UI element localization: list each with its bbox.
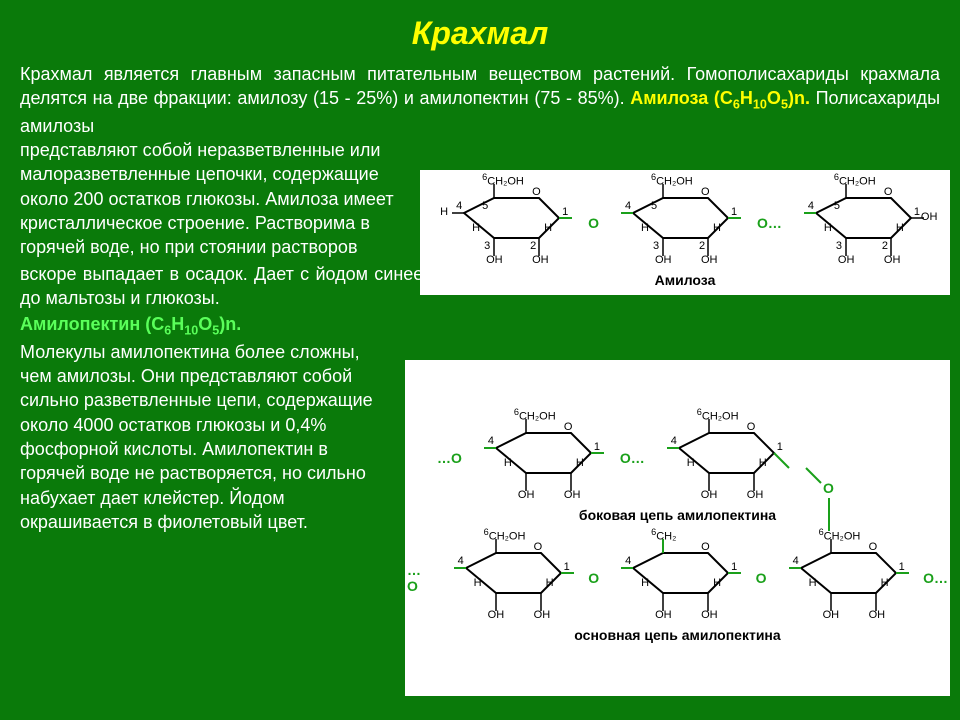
o-bridge-dots: O… <box>755 215 784 231</box>
main-chain-caption: основная цепь амилопектина <box>405 627 950 643</box>
o-bridge-dots: O… <box>618 450 647 466</box>
svg-text:O: O <box>823 480 834 496</box>
glucose-ring: 6CH₂OH O 4 1 OH OH H H <box>649 413 799 503</box>
o-bridge: O <box>586 215 601 231</box>
amylose-name: Амилоза (С6Н10О5)n. <box>630 88 810 108</box>
amylose-diagram: 6CH₂OH O 5 4 3 2 1 OH OH H H H O 6CH₂OH <box>420 170 950 295</box>
glucose-ring: 6CH₂OH O 5 4 3 2 1 OH OH H H H <box>434 178 584 268</box>
amylopectin-paragraph: Амилопектин (С6Н10О5)n. Молекулы амилопе… <box>0 312 400 534</box>
glucose-ring: 6CH₂OH O 5 4 3 2 1 OH OH OH H H <box>786 178 936 268</box>
o-bridge: O <box>586 570 601 586</box>
amylopectin-diagram: …O 6CH₂OH O 4 1 OH OH H H O… <box>405 360 950 696</box>
side-chain-caption: боковая цепь амилопектина <box>405 507 950 523</box>
o-bridge: O <box>754 570 769 586</box>
glucose-ring: 6CH₂OH O 4 1 OH OH H H <box>436 533 585 623</box>
glucose-ring: 6CH₂OH O 4 1 OH OH H H <box>466 413 616 503</box>
o-bridge-dots: …O <box>405 562 434 594</box>
amylose-paragraph-left: представляют собой неразветвленные или м… <box>0 138 420 259</box>
glucose-ring-branch: 6CH₂ O 4 1 OH OH H H <box>603 533 752 623</box>
glucose-ring: 6CH₂OH O 4 1 OH OH H H <box>771 533 920 623</box>
o-bridge-dots: …O <box>435 450 464 466</box>
amylopectin-name: Амилопектин (С6Н10О5)n. <box>20 314 241 334</box>
intro-paragraph: Крахмал является главным запасным питате… <box>0 62 960 138</box>
page-title: Крахмал <box>0 0 960 62</box>
glucose-ring: 6CH₂OH O 5 4 3 2 1 OH OH H H <box>603 178 753 268</box>
amylose-caption: Амилоза <box>655 272 716 288</box>
o-bridge-dots: O… <box>921 570 950 586</box>
